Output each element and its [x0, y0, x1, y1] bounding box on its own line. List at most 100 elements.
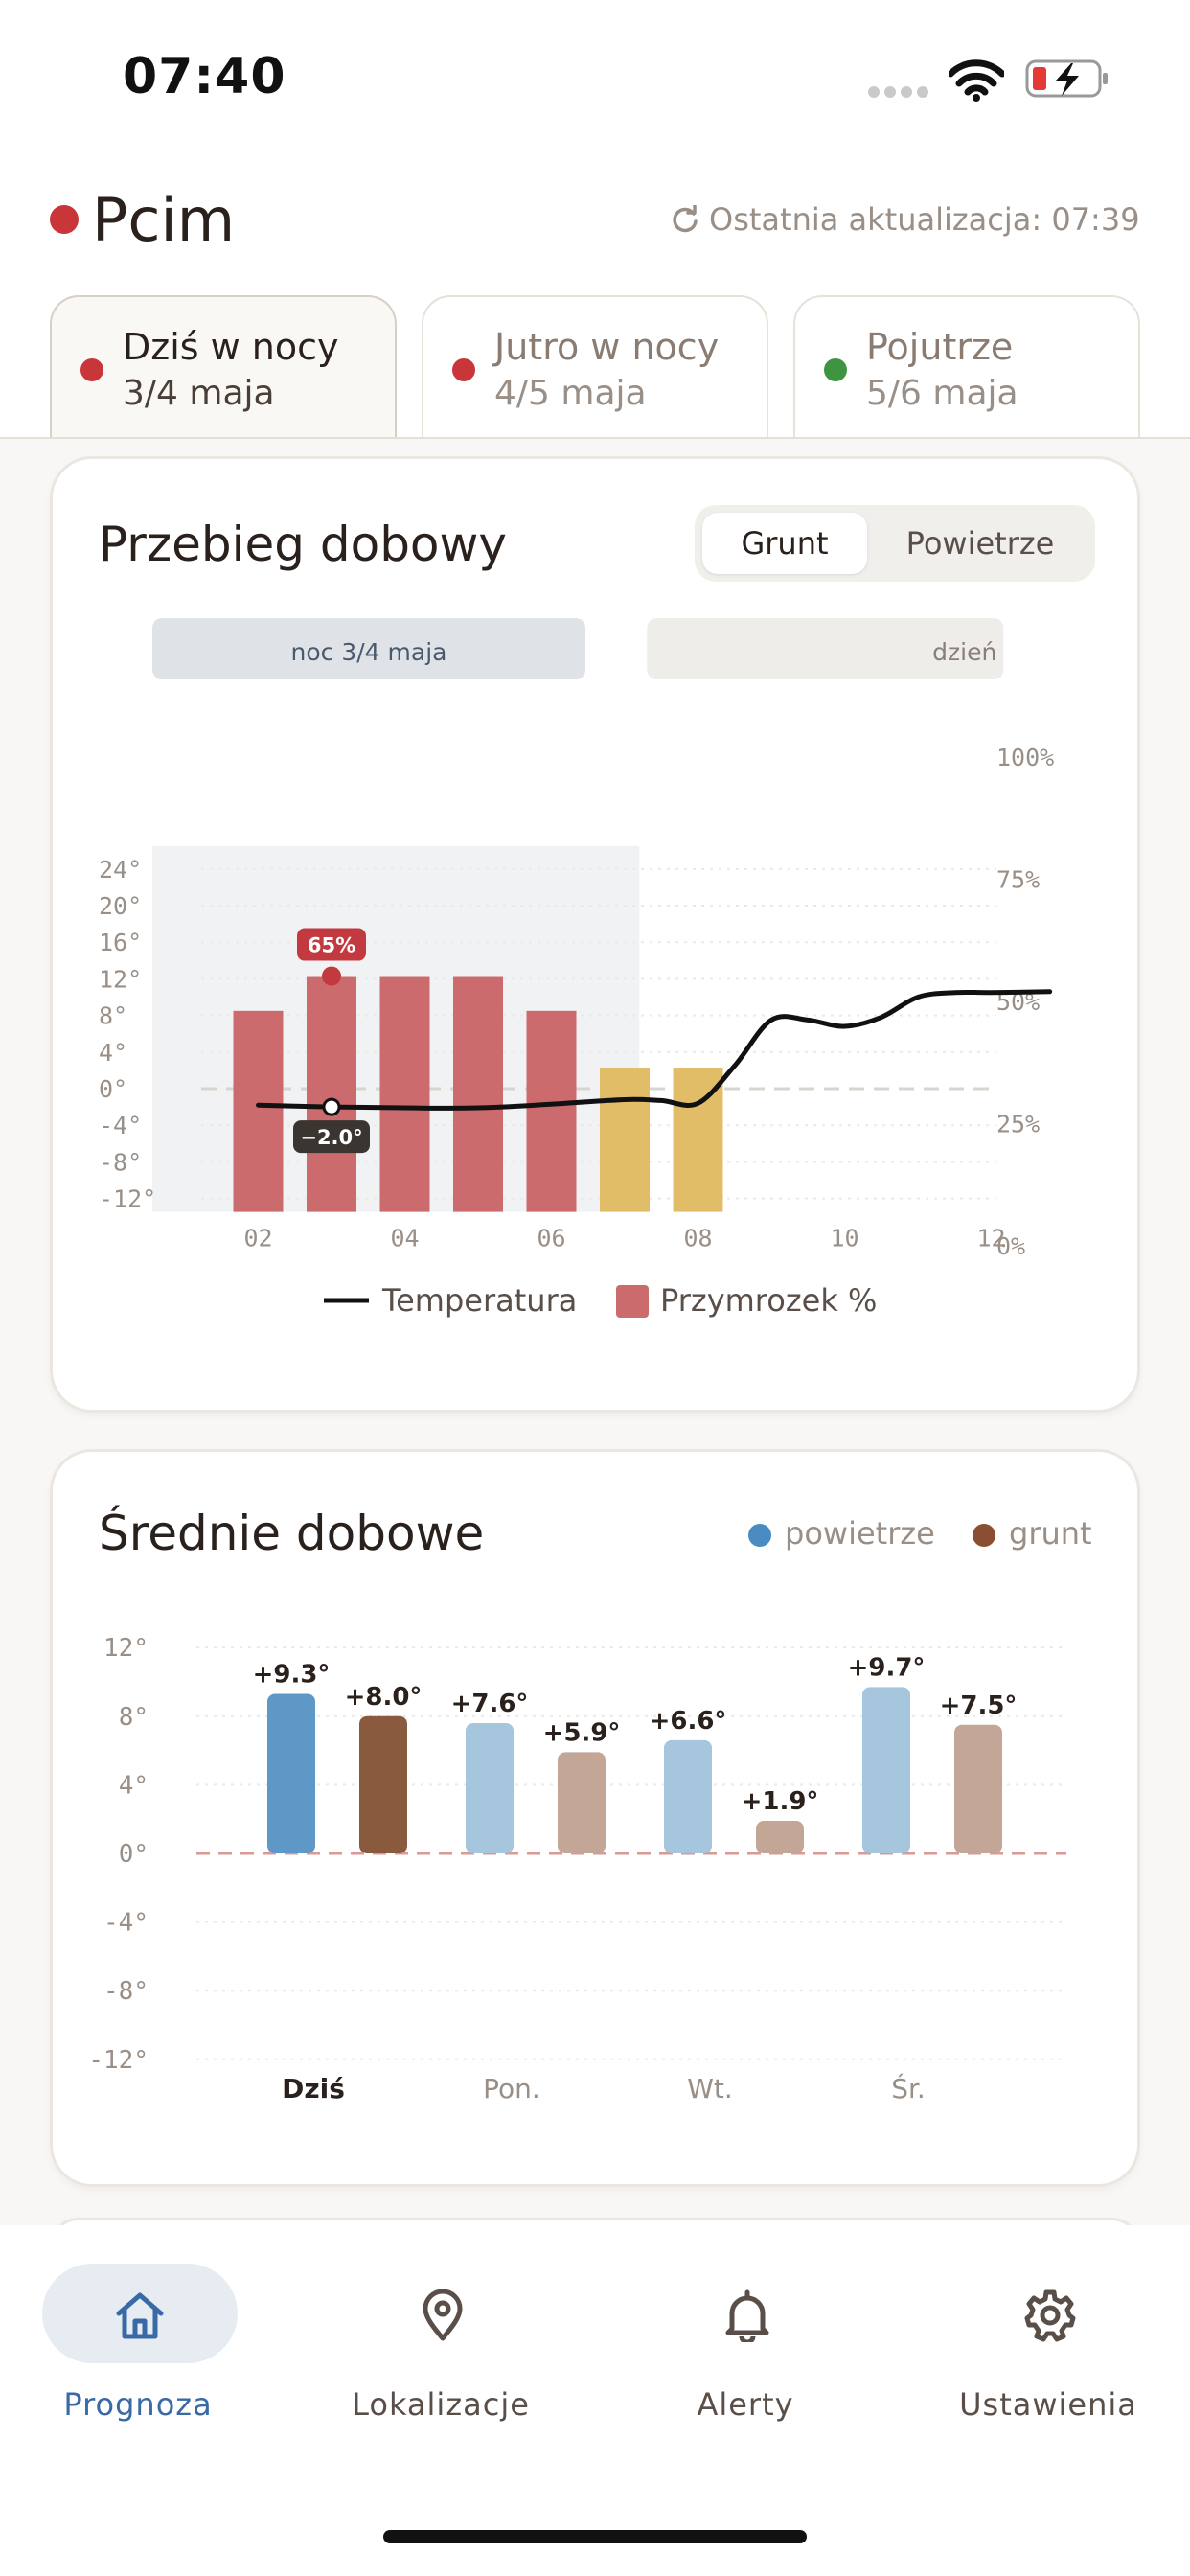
period-night-chip — [152, 618, 585, 679]
y-tick-left: 12° — [99, 965, 142, 993]
average-bar-label: +7.5° — [940, 1691, 1018, 1720]
last-update[interactable]: Ostatnia aktualizacja: 07:39 — [671, 201, 1140, 238]
map-pin-icon — [423, 2288, 463, 2341]
tab-tomorrow-night[interactable]: Jutro w nocy 4/5 maja — [422, 295, 768, 439]
nav-forecast[interactable]: Prognoza — [13, 2264, 263, 2423]
x-category-label: Wt. — [687, 2073, 733, 2104]
legend-frost-swatch — [616, 1285, 649, 1318]
frost-bar — [233, 1010, 284, 1212]
average-bar-label: +1.9° — [742, 1787, 819, 1816]
legend-air-label: powietrze — [785, 1515, 935, 1552]
x-category-label: Śr. — [891, 2072, 926, 2104]
status-bar: 07:40 — [0, 0, 1190, 144]
nav-alerts[interactable]: Alerty — [621, 2264, 870, 2423]
nav-settings[interactable]: Ustawienia — [924, 2264, 1173, 2423]
legend-air-dot — [748, 1524, 771, 1547]
frost-callout-dot — [322, 966, 341, 986]
frost-bar — [379, 976, 430, 1212]
legend-ground[interactable]: grunt — [973, 1515, 1092, 1552]
location-status-dot — [50, 205, 79, 234]
average-bar-label: +8.0° — [345, 1683, 423, 1712]
y-tick: 0° — [119, 1840, 149, 1869]
legend-temperature-label: Temperatura — [381, 1282, 577, 1319]
y-tick: 8° — [119, 1703, 149, 1732]
bottom-navigation: Prognoza Lokalizacje Alerty Ustawienia — [0, 2225, 1190, 2576]
wifi-icon — [949, 59, 1004, 102]
x-tick: 12 — [976, 1225, 1005, 1253]
y-tick-left: 4° — [99, 1039, 127, 1067]
location-name[interactable]: Pcim — [92, 185, 236, 255]
y-tick-right: 25% — [996, 1111, 1040, 1138]
y-tick: 4° — [119, 1771, 149, 1800]
daily-averages-card: Średnie dobowe powietrze grunt 12° 8° 4° 0°… — [50, 1449, 1140, 2187]
y-tick-left: 20° — [99, 892, 142, 920]
temperature-callout-dot — [322, 1097, 341, 1116]
nav-active-indicator — [42, 2264, 238, 2363]
y-tick-left: -12° — [99, 1185, 156, 1213]
x-tick: 04 — [390, 1225, 419, 1253]
average-bar-label: +7.6° — [451, 1690, 529, 1718]
average-bar — [359, 1715, 407, 1853]
tab-day-after-tomorrow[interactable]: Pojutrze 5/6 maja — [793, 295, 1140, 439]
daily-course-card: Przebieg dobowy Grunt Powietrze noc 3/4 … — [50, 456, 1140, 1413]
y-tick-right: 75% — [996, 866, 1040, 894]
tab-title: Pojutrze — [866, 326, 1014, 368]
last-update-text: Ostatnia aktualizacja: 07:39 — [709, 201, 1140, 238]
average-bar-label: +6.6° — [650, 1707, 727, 1736]
tab-status-dot — [80, 358, 103, 381]
temperature-callout-label: −2.0° — [300, 1126, 362, 1149]
temperature-callout-bg — [293, 1120, 370, 1154]
x-category-label: Pon. — [483, 2073, 540, 2104]
legend-ground-dot — [973, 1524, 995, 1547]
tab-status-dot — [824, 358, 847, 381]
period-day-chip — [647, 618, 1004, 679]
tab-date: 3/4 maja — [123, 374, 275, 413]
y-tick: -12° — [88, 2046, 149, 2075]
y-tick-left: 8° — [99, 1002, 127, 1030]
frost-bar — [600, 1068, 650, 1212]
period-night-label: noc 3/4 maja — [291, 638, 447, 666]
nav-label: Ustawienia — [959, 2386, 1137, 2423]
y-tick-left: 16° — [99, 929, 142, 956]
daily-averages-chart: 12° 8° 4° 0° -4° -8° -12° +9.3° +8.0° Dziś +7.6° +5… — [88, 1634, 1066, 2104]
nav-label: Prognoza — [63, 2386, 213, 2423]
tab-tonight[interactable]: Dziś w nocy 3/4 maja — [50, 295, 397, 439]
frost-bar — [453, 976, 503, 1212]
home-icon — [116, 2292, 164, 2339]
battery-charging-icon — [1025, 59, 1108, 98]
period-day-label: dzień — [932, 638, 996, 666]
y-tick-right: 100% — [996, 744, 1054, 771]
cellular-signal-icon — [868, 86, 929, 98]
average-bar — [954, 1724, 1002, 1853]
toggle-air-button[interactable]: Powietrze — [905, 525, 1055, 562]
frost-callout-label: 65% — [308, 934, 355, 957]
x-tick: 02 — [243, 1225, 272, 1253]
average-bar — [862, 1687, 910, 1853]
legend-air[interactable]: powietrze — [748, 1515, 935, 1552]
tabs-divider — [0, 437, 1190, 439]
y-tick-left: 0° — [99, 1075, 127, 1103]
status-time: 07:40 — [123, 48, 286, 105]
refresh-icon — [673, 205, 698, 233]
tab-title: Jutro w nocy — [494, 326, 720, 368]
y-tick: -8° — [103, 1977, 149, 2006]
nav-label: Alerty — [697, 2386, 794, 2423]
average-bar-label: +5.9° — [543, 1718, 621, 1747]
tab-status-dot — [452, 358, 475, 381]
daily-averages-title: Średnie dobowe — [99, 1506, 485, 1561]
toggle-ground-button[interactable]: Grunt — [702, 513, 867, 574]
gear-icon — [1024, 2289, 1076, 2342]
y-tick-left: -4° — [99, 1112, 142, 1139]
tab-title: Dziś w nocy — [123, 326, 339, 368]
average-bar — [558, 1752, 606, 1853]
y-tick-left: -8° — [99, 1148, 142, 1176]
average-bar-label: +9.3° — [253, 1661, 331, 1690]
frost-bar — [526, 1010, 577, 1212]
x-tick: 08 — [683, 1225, 712, 1253]
daily-course-chart: noc 3/4 maja dzień 24° 20° 16° 12° 8° 4° 0° -4° -8… — [99, 618, 1054, 1319]
tab-date: 4/5 maja — [494, 374, 647, 413]
average-bar-label: +9.7° — [848, 1653, 926, 1682]
y-tick: 12° — [103, 1634, 149, 1663]
bell-icon — [725, 2289, 769, 2342]
nav-locations[interactable]: Lokalizacje — [316, 2264, 565, 2423]
